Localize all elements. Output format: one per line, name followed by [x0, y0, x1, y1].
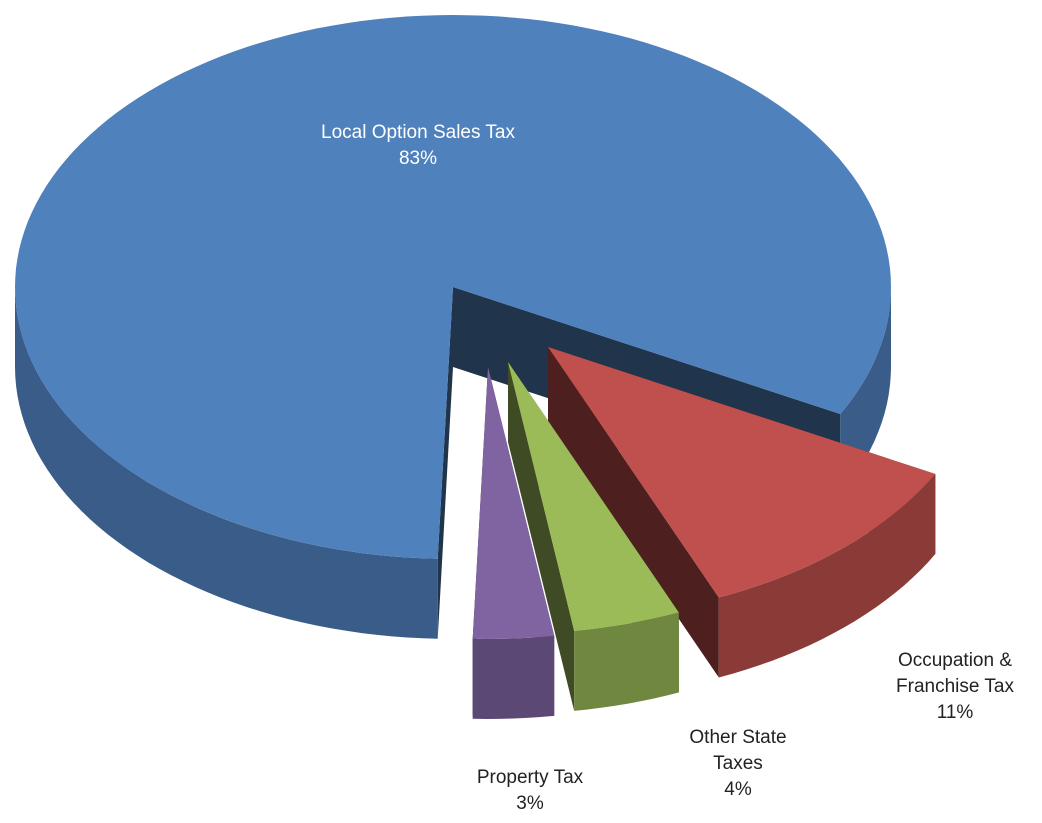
slice-label: Other State Taxes 4%: [663, 725, 813, 803]
slice-outer-side: [574, 612, 679, 711]
slice-outer-side: [472, 635, 555, 719]
value-label: 4%: [724, 779, 752, 800]
slice-inner-side: [508, 362, 575, 711]
slice-label: Occupation & Franchise Tax 11%: [865, 648, 1042, 726]
slice-outer-side: [15, 287, 438, 639]
slice-outer-side: [718, 474, 936, 678]
category-name: Occupation & Franchise Tax: [896, 650, 1014, 697]
slice: [472, 367, 555, 639]
value-label: 11%: [936, 702, 974, 723]
category-name: Other State Taxes: [689, 727, 787, 774]
slice-inner-side: [437, 287, 453, 639]
category-name: Property Tax: [476, 767, 584, 788]
slice: [15, 15, 891, 559]
slice: [548, 347, 936, 598]
category-name: Local Option Sales Tax: [321, 122, 515, 143]
slice-inner-side: [548, 347, 719, 678]
slice-label: Local Option Sales Tax 83%: [278, 120, 558, 172]
value-label: 3%: [516, 793, 544, 814]
slice-label: Property Tax 3%: [440, 765, 620, 817]
value-label: 83%: [398, 148, 438, 169]
slice-outer-side: [840, 287, 891, 494]
slice: [508, 362, 679, 631]
